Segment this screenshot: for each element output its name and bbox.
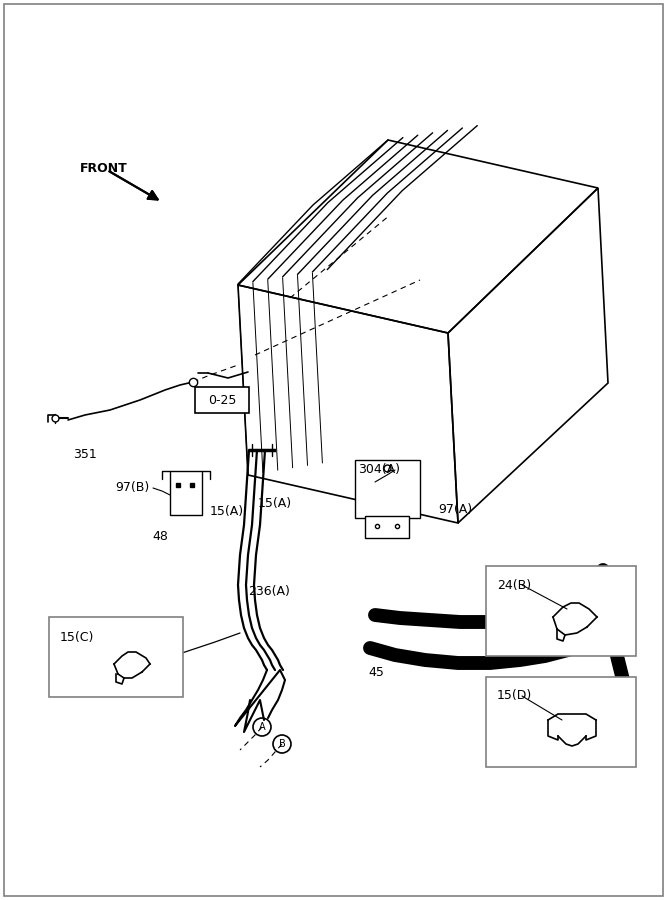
- Text: 236(A): 236(A): [248, 586, 290, 598]
- Text: 45: 45: [368, 665, 384, 679]
- FancyBboxPatch shape: [49, 617, 183, 697]
- Text: 97(B): 97(B): [115, 482, 149, 494]
- Text: 48: 48: [152, 530, 168, 544]
- Text: B: B: [279, 739, 285, 749]
- Text: 15(A): 15(A): [210, 506, 244, 518]
- FancyBboxPatch shape: [486, 566, 636, 656]
- Text: FRONT: FRONT: [80, 161, 128, 175]
- Bar: [170, 471, 202, 515]
- Text: 304(A): 304(A): [358, 464, 400, 476]
- Text: 351: 351: [73, 448, 97, 462]
- Text: 0-25: 0-25: [208, 393, 236, 407]
- Text: A: A: [259, 722, 265, 732]
- Text: 24(B): 24(B): [497, 579, 531, 591]
- FancyBboxPatch shape: [195, 387, 249, 413]
- Bar: [365, 516, 409, 538]
- Text: 15(A): 15(A): [258, 497, 292, 509]
- Text: 97(A): 97(A): [438, 503, 472, 517]
- Text: 15(D): 15(D): [497, 689, 532, 703]
- FancyBboxPatch shape: [486, 677, 636, 767]
- Text: 15(C): 15(C): [60, 632, 94, 644]
- Bar: [355, 460, 420, 518]
